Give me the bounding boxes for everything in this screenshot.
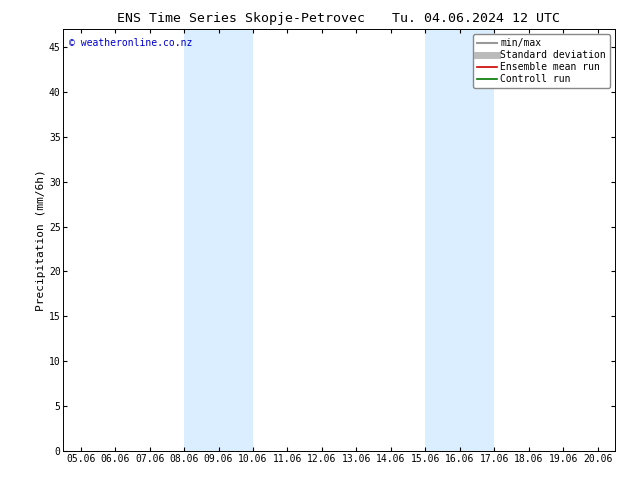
Text: © weatheronline.co.nz: © weatheronline.co.nz xyxy=(69,38,192,48)
Bar xyxy=(425,29,495,451)
Bar xyxy=(184,29,253,451)
Y-axis label: Precipitation (mm/6h): Precipitation (mm/6h) xyxy=(36,169,46,311)
Legend: min/max, Standard deviation, Ensemble mean run, Controll run: min/max, Standard deviation, Ensemble me… xyxy=(473,34,610,88)
Text: Tu. 04.06.2024 12 UTC: Tu. 04.06.2024 12 UTC xyxy=(392,12,559,25)
Text: ENS Time Series Skopje-Petrovec: ENS Time Series Skopje-Petrovec xyxy=(117,12,365,25)
